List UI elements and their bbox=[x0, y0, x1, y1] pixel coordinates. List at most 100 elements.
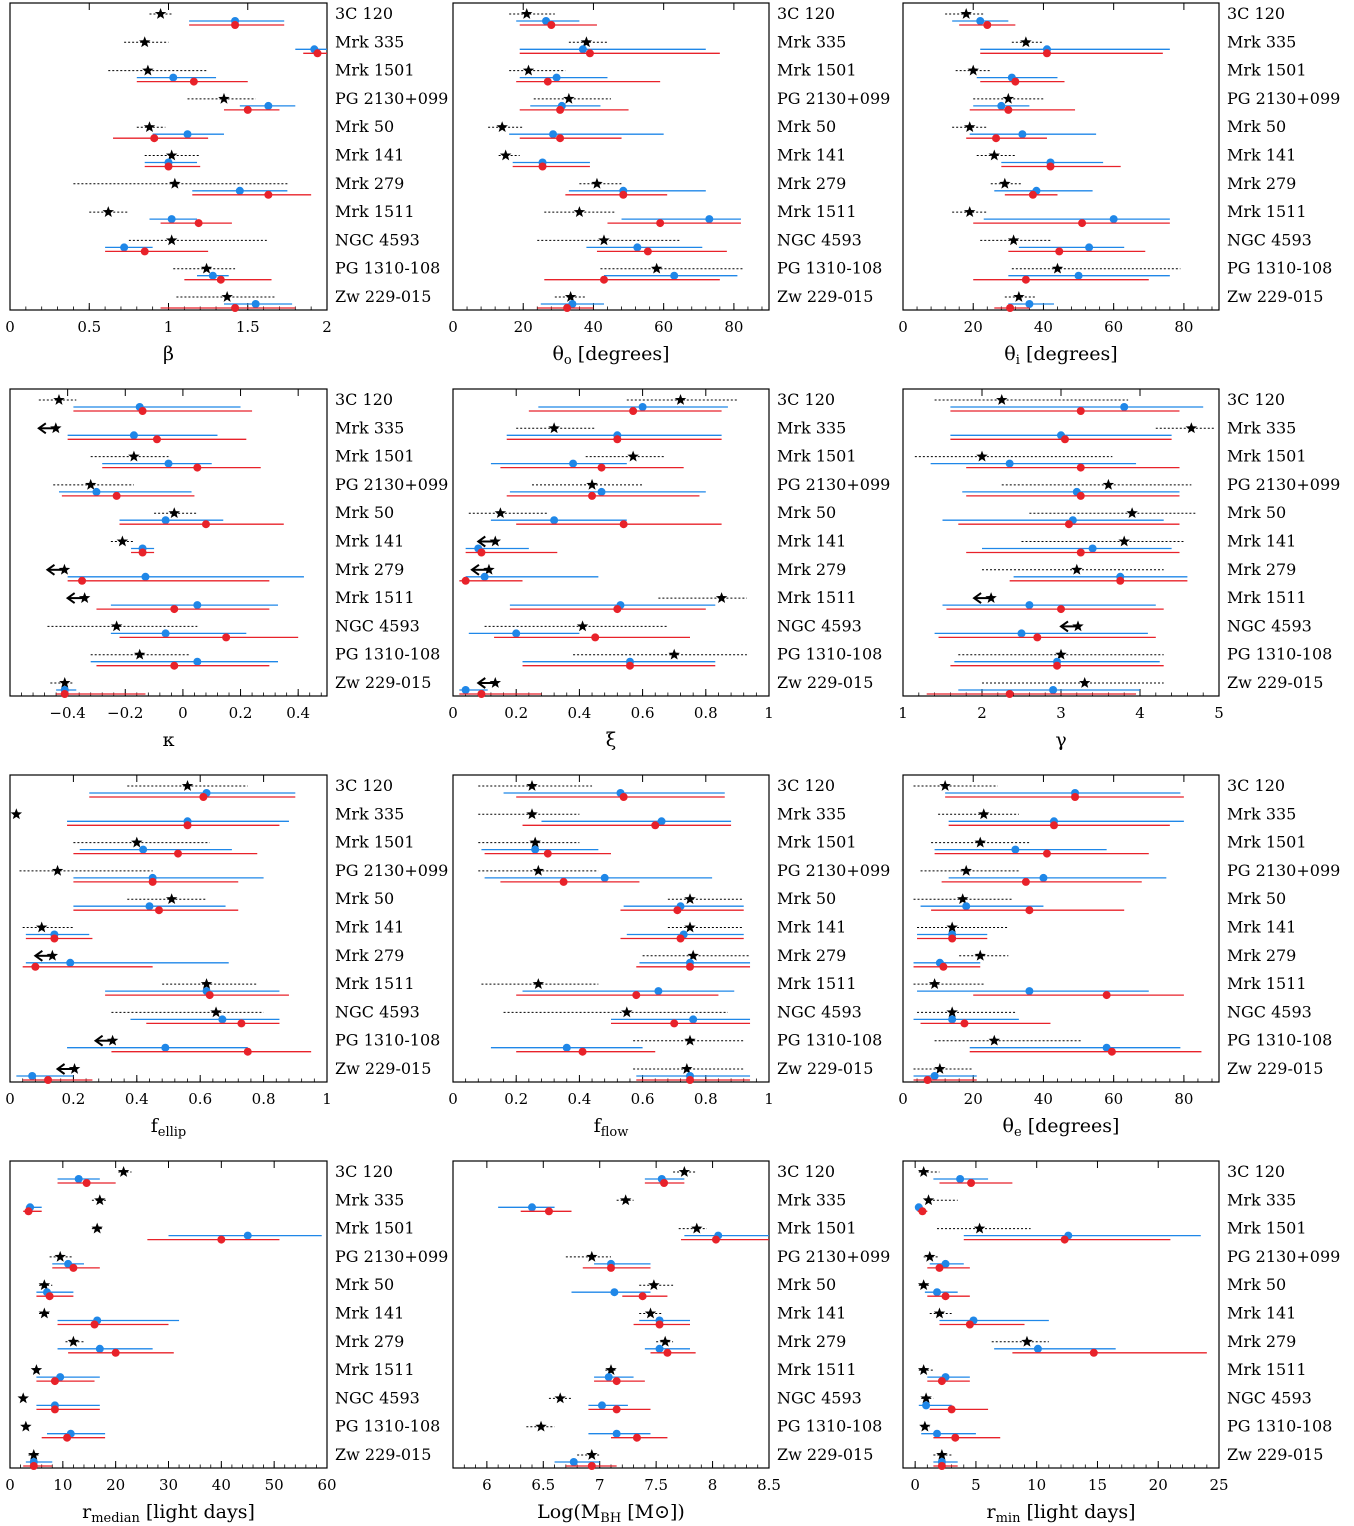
red-point bbox=[638, 1292, 647, 1301]
red-point bbox=[148, 877, 157, 886]
star-point bbox=[988, 1034, 1000, 1046]
object-label: 3C 120 bbox=[777, 390, 835, 409]
star-point bbox=[922, 1194, 935, 1206]
red-point bbox=[29, 1462, 38, 1470]
x-tick-label: 8.5 bbox=[757, 1476, 781, 1494]
object-label: 3C 120 bbox=[1227, 4, 1285, 23]
object-label: NGC 4593 bbox=[777, 230, 862, 249]
blue-point bbox=[208, 271, 217, 280]
red-point bbox=[138, 407, 147, 415]
object-label: Mrk 50 bbox=[777, 889, 836, 908]
object-label: Mrk 279 bbox=[777, 560, 846, 579]
star-upper-limit bbox=[33, 949, 59, 962]
red-point bbox=[1025, 906, 1034, 915]
red-point bbox=[1102, 991, 1111, 1000]
star-point bbox=[168, 507, 180, 519]
object-label: Mrk 1501 bbox=[335, 61, 415, 80]
star-point bbox=[1002, 92, 1015, 104]
blue-point bbox=[597, 487, 606, 496]
x-axis-label-tail: [degrees] bbox=[572, 343, 670, 365]
panel-f_ellip: 0 0.2 0.4 0.6 0.8 1 fellip 3C 120 Mrk 335 Mrk 150… bbox=[5, 774, 448, 1140]
x-tick-label: 1 bbox=[322, 1090, 332, 1108]
red-point bbox=[686, 1076, 694, 1084]
object-label: Mrk 335 bbox=[1227, 804, 1296, 823]
object-label: PG 2130+099 bbox=[777, 89, 890, 108]
x-tick-label: 1 bbox=[164, 318, 174, 336]
star-point bbox=[684, 1034, 696, 1046]
red-point bbox=[1071, 793, 1080, 801]
object-label: Mrk 50 bbox=[1227, 889, 1286, 908]
red-point bbox=[559, 877, 568, 886]
object-label: Mrk 335 bbox=[777, 32, 846, 51]
red-point bbox=[676, 934, 685, 943]
blue-point bbox=[1109, 215, 1118, 224]
red-point bbox=[578, 1047, 587, 1056]
red-point bbox=[607, 1263, 615, 1272]
object-label: Mrk 1511 bbox=[335, 588, 415, 607]
red-point bbox=[189, 77, 198, 86]
object-label: Mrk 141 bbox=[1227, 532, 1296, 551]
x-tick-label: 7 bbox=[595, 1476, 605, 1494]
x-tick-label: 0.4 bbox=[286, 704, 310, 722]
blue-point bbox=[578, 45, 587, 54]
star-point bbox=[934, 1063, 946, 1074]
x-axis-label-main: θ bbox=[552, 343, 563, 365]
x-tick-label: 25 bbox=[1209, 1476, 1228, 1494]
star-point bbox=[964, 121, 976, 133]
object-label: NGC 4593 bbox=[335, 1002, 420, 1021]
object-label: Mrk 1501 bbox=[1227, 61, 1307, 80]
blue-point bbox=[933, 1288, 942, 1297]
star-point bbox=[598, 234, 610, 246]
red-point bbox=[24, 1207, 33, 1216]
object-label: Zw 229-015 bbox=[1227, 1059, 1323, 1078]
x-axis-label-sub: min bbox=[996, 1511, 1021, 1526]
object-label: Zw 229-015 bbox=[777, 287, 873, 306]
star-point bbox=[659, 1335, 671, 1347]
x-tick-label: 1 bbox=[764, 1090, 774, 1108]
object-label: 3C 120 bbox=[335, 1162, 393, 1181]
object-label: NGC 4593 bbox=[1227, 616, 1312, 635]
object-label: Mrk 279 bbox=[335, 174, 404, 193]
star-point bbox=[91, 1222, 103, 1234]
red-point bbox=[477, 548, 486, 557]
red-point bbox=[643, 247, 652, 256]
blue-point bbox=[264, 101, 273, 110]
object-label: Mrk 50 bbox=[1227, 1275, 1286, 1294]
x-tick-label: 0.2 bbox=[504, 704, 528, 722]
star-point bbox=[591, 177, 603, 189]
blue-point bbox=[612, 1429, 621, 1438]
star-point bbox=[200, 262, 213, 274]
red-point bbox=[673, 906, 682, 915]
red-point bbox=[612, 1405, 621, 1414]
star-point bbox=[917, 1279, 930, 1291]
x-tick-label: 60 bbox=[654, 318, 673, 336]
red-point bbox=[152, 435, 161, 444]
blue-point bbox=[1039, 873, 1048, 882]
star-point bbox=[526, 780, 538, 791]
x-axis-label: θi [degrees] bbox=[1004, 343, 1117, 368]
x-tick-label: 1 bbox=[764, 704, 774, 722]
star-point bbox=[54, 1250, 66, 1262]
star-point bbox=[102, 206, 114, 217]
object-label: Mrk 50 bbox=[335, 503, 394, 522]
star-upper-limit bbox=[45, 563, 71, 576]
x-tick-label: 5 bbox=[971, 1476, 981, 1494]
x-axis-label: κ bbox=[163, 729, 175, 751]
star-point bbox=[946, 1006, 958, 1018]
upper-limit-star bbox=[50, 422, 62, 434]
star-point bbox=[715, 592, 728, 603]
x-axis-label-main: θ bbox=[1003, 1115, 1014, 1137]
star-point bbox=[1118, 535, 1130, 547]
blue-point bbox=[705, 215, 714, 224]
blue-point bbox=[1033, 1344, 1042, 1353]
red-point bbox=[50, 934, 59, 943]
x-tick-label: 0.6 bbox=[631, 1090, 655, 1108]
star-point bbox=[165, 234, 178, 246]
object-label: Mrk 1501 bbox=[777, 61, 857, 80]
star-point bbox=[964, 206, 976, 217]
upper-limit-star bbox=[46, 949, 59, 961]
red-point bbox=[1064, 520, 1073, 529]
red-point bbox=[937, 1462, 946, 1470]
blue-point bbox=[145, 902, 154, 911]
panel-gamma: 1 2 3 4 5 γ 3C 120 Mrk 335 Mrk 1501 PG 2130+099 Mr… bbox=[898, 388, 1340, 751]
